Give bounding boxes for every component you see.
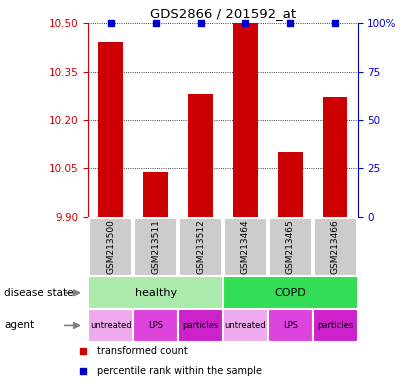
- Bar: [268, 309, 313, 342]
- Bar: [134, 218, 177, 276]
- Text: LPS: LPS: [283, 321, 298, 330]
- Bar: [133, 309, 178, 342]
- Text: GSM213464: GSM213464: [241, 219, 250, 274]
- Text: agent: agent: [4, 320, 34, 331]
- Text: GSM213500: GSM213500: [106, 219, 115, 274]
- Text: GSM213511: GSM213511: [151, 219, 160, 274]
- Text: GSM213512: GSM213512: [196, 219, 205, 274]
- Bar: [89, 218, 132, 276]
- Bar: [233, 23, 258, 217]
- Bar: [278, 152, 302, 217]
- Text: LPS: LPS: [148, 321, 163, 330]
- Text: particles: particles: [317, 321, 353, 330]
- Bar: [143, 172, 168, 217]
- Bar: [313, 309, 358, 342]
- Bar: [188, 94, 213, 217]
- Text: untreated: untreated: [224, 321, 266, 330]
- Bar: [88, 309, 133, 342]
- Text: transformed count: transformed count: [97, 346, 187, 356]
- Bar: [223, 309, 268, 342]
- Text: GSM213466: GSM213466: [330, 219, 339, 274]
- Text: particles: particles: [182, 321, 219, 330]
- Bar: [179, 218, 222, 276]
- Bar: [269, 218, 312, 276]
- Bar: [323, 98, 347, 217]
- Text: healthy: healthy: [135, 288, 177, 298]
- Bar: [223, 276, 358, 309]
- Bar: [178, 309, 223, 342]
- Text: untreated: untreated: [90, 321, 132, 330]
- Text: disease state: disease state: [4, 288, 74, 298]
- Text: COPD: COPD: [275, 288, 306, 298]
- Bar: [88, 276, 223, 309]
- Text: percentile rank within the sample: percentile rank within the sample: [97, 366, 262, 376]
- Bar: [99, 43, 123, 217]
- Bar: [314, 218, 357, 276]
- Bar: [224, 218, 267, 276]
- Title: GDS2866 / 201592_at: GDS2866 / 201592_at: [150, 7, 296, 20]
- Text: GSM213465: GSM213465: [286, 219, 295, 274]
